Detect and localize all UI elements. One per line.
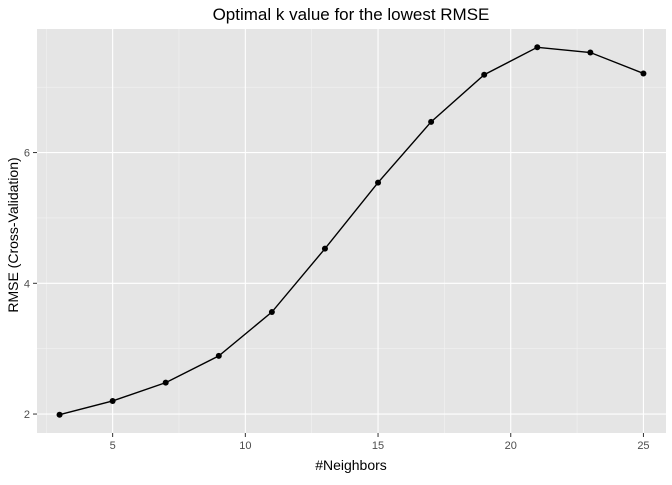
data-point [640,70,647,77]
x-axis-title: #Neighbors [315,457,387,473]
data-point [215,352,222,359]
x-tick-label: 10 [239,440,251,452]
x-tick-label: 20 [505,440,517,452]
chart-title: Optimal k value for the lowest RMSE [213,5,490,24]
data-point [162,379,169,386]
x-tick-label: 5 [110,440,116,452]
y-tick-label: 6 [24,148,30,160]
y-tick-label: 4 [24,278,30,290]
x-tick-label: 15 [372,440,384,452]
plot-panel [37,29,666,433]
data-point [109,397,116,404]
data-point [534,44,541,51]
y-axis-title: RMSE (Cross-Validation) [5,157,21,312]
y-tick-label: 2 [24,409,30,421]
series-line [59,46,644,416]
major-gridlines [37,29,666,433]
data-point [428,118,435,125]
x-axis-ticks: 5 10 15 20 25 [110,433,650,452]
data-point [321,245,328,252]
minor-gridlines [37,29,666,433]
data-point [587,49,594,56]
data-point [375,179,382,186]
data-point [481,71,488,78]
data-points [56,44,647,418]
data-point [268,309,275,316]
data-point [56,411,63,418]
x-tick-label: 25 [637,440,649,452]
y-axis-ticks: 2 4 6 [24,148,37,421]
